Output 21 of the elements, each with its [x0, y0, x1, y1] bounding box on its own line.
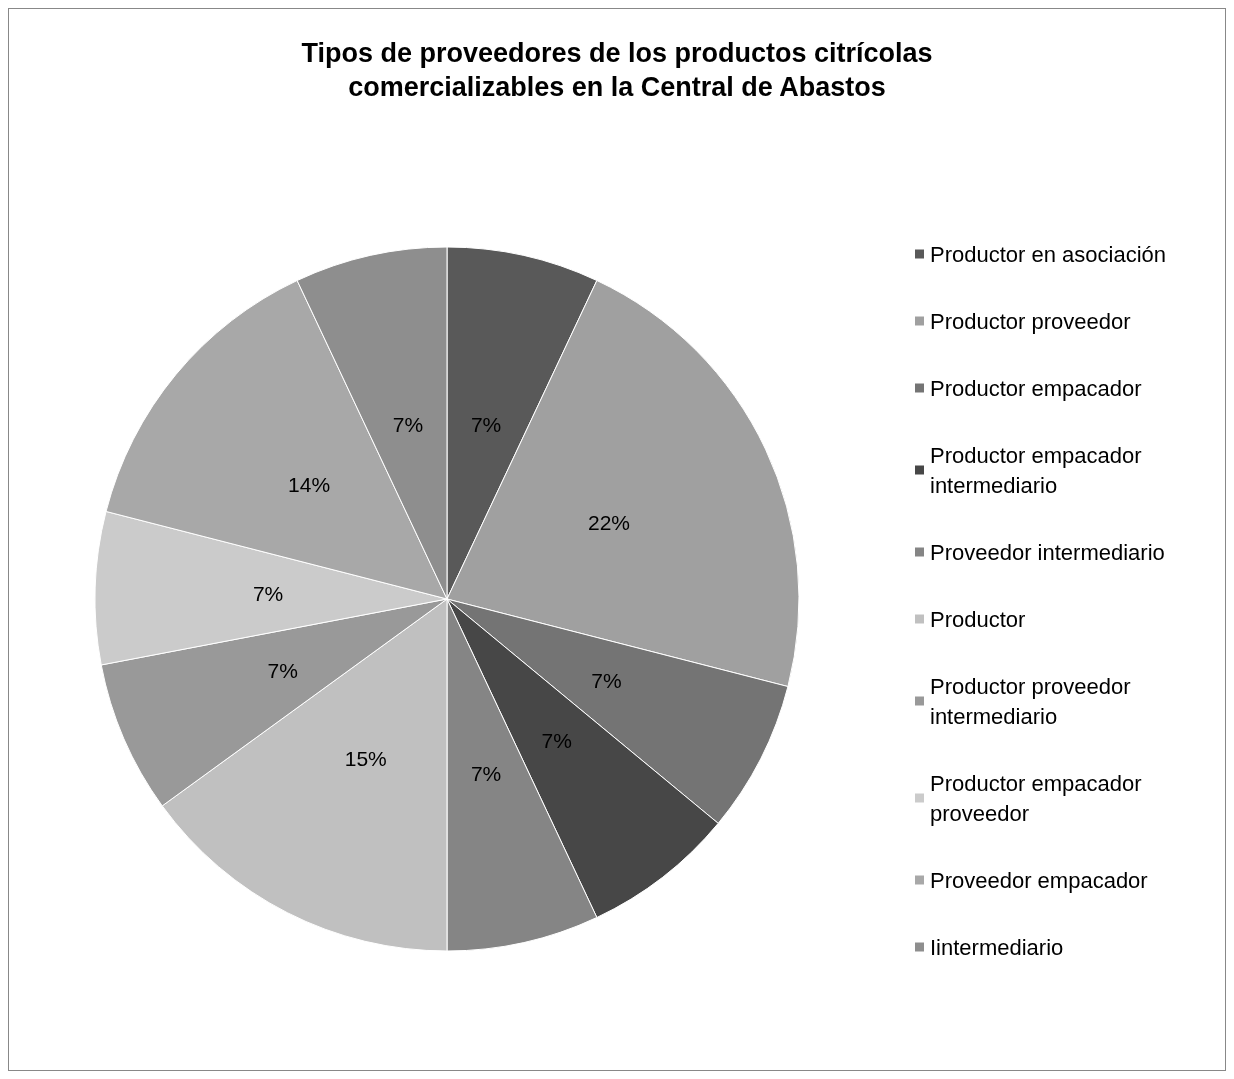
- legend-label: Productor empacador proveedor: [930, 770, 1148, 826]
- data-label: 7%: [470, 412, 502, 436]
- legend-label: Productor: [930, 606, 1026, 632]
- legend-label: Productor empacador intermediario: [930, 442, 1148, 498]
- legend-label: Productor en asociación: [930, 241, 1167, 267]
- data-label: 7%: [392, 412, 424, 436]
- legend-label: Proveedor empacador: [930, 867, 1148, 893]
- data-label: 7%: [252, 581, 284, 605]
- data-label: 7%: [470, 762, 502, 786]
- legend-label: Iintermediario: [930, 934, 1064, 960]
- data-label: 7%: [541, 728, 572, 752]
- chart-title: Tipos de proveedores de los productos citrícolas comercializables en la Central de Abastos: [301, 38, 933, 102]
- data-label: 15%: [344, 746, 387, 770]
- data-label: 22%: [587, 511, 630, 535]
- data-label: 14%: [288, 473, 331, 497]
- data-label: 7%: [591, 668, 622, 692]
- legend-label: Productor empacador: [930, 375, 1142, 401]
- data-label: 7%: [267, 658, 298, 682]
- legend-label: Proveedor intermediario: [930, 539, 1165, 565]
- legend-label: Productor proveedor intermediario: [930, 673, 1137, 729]
- legend-label: Productor proveedor: [930, 308, 1131, 334]
